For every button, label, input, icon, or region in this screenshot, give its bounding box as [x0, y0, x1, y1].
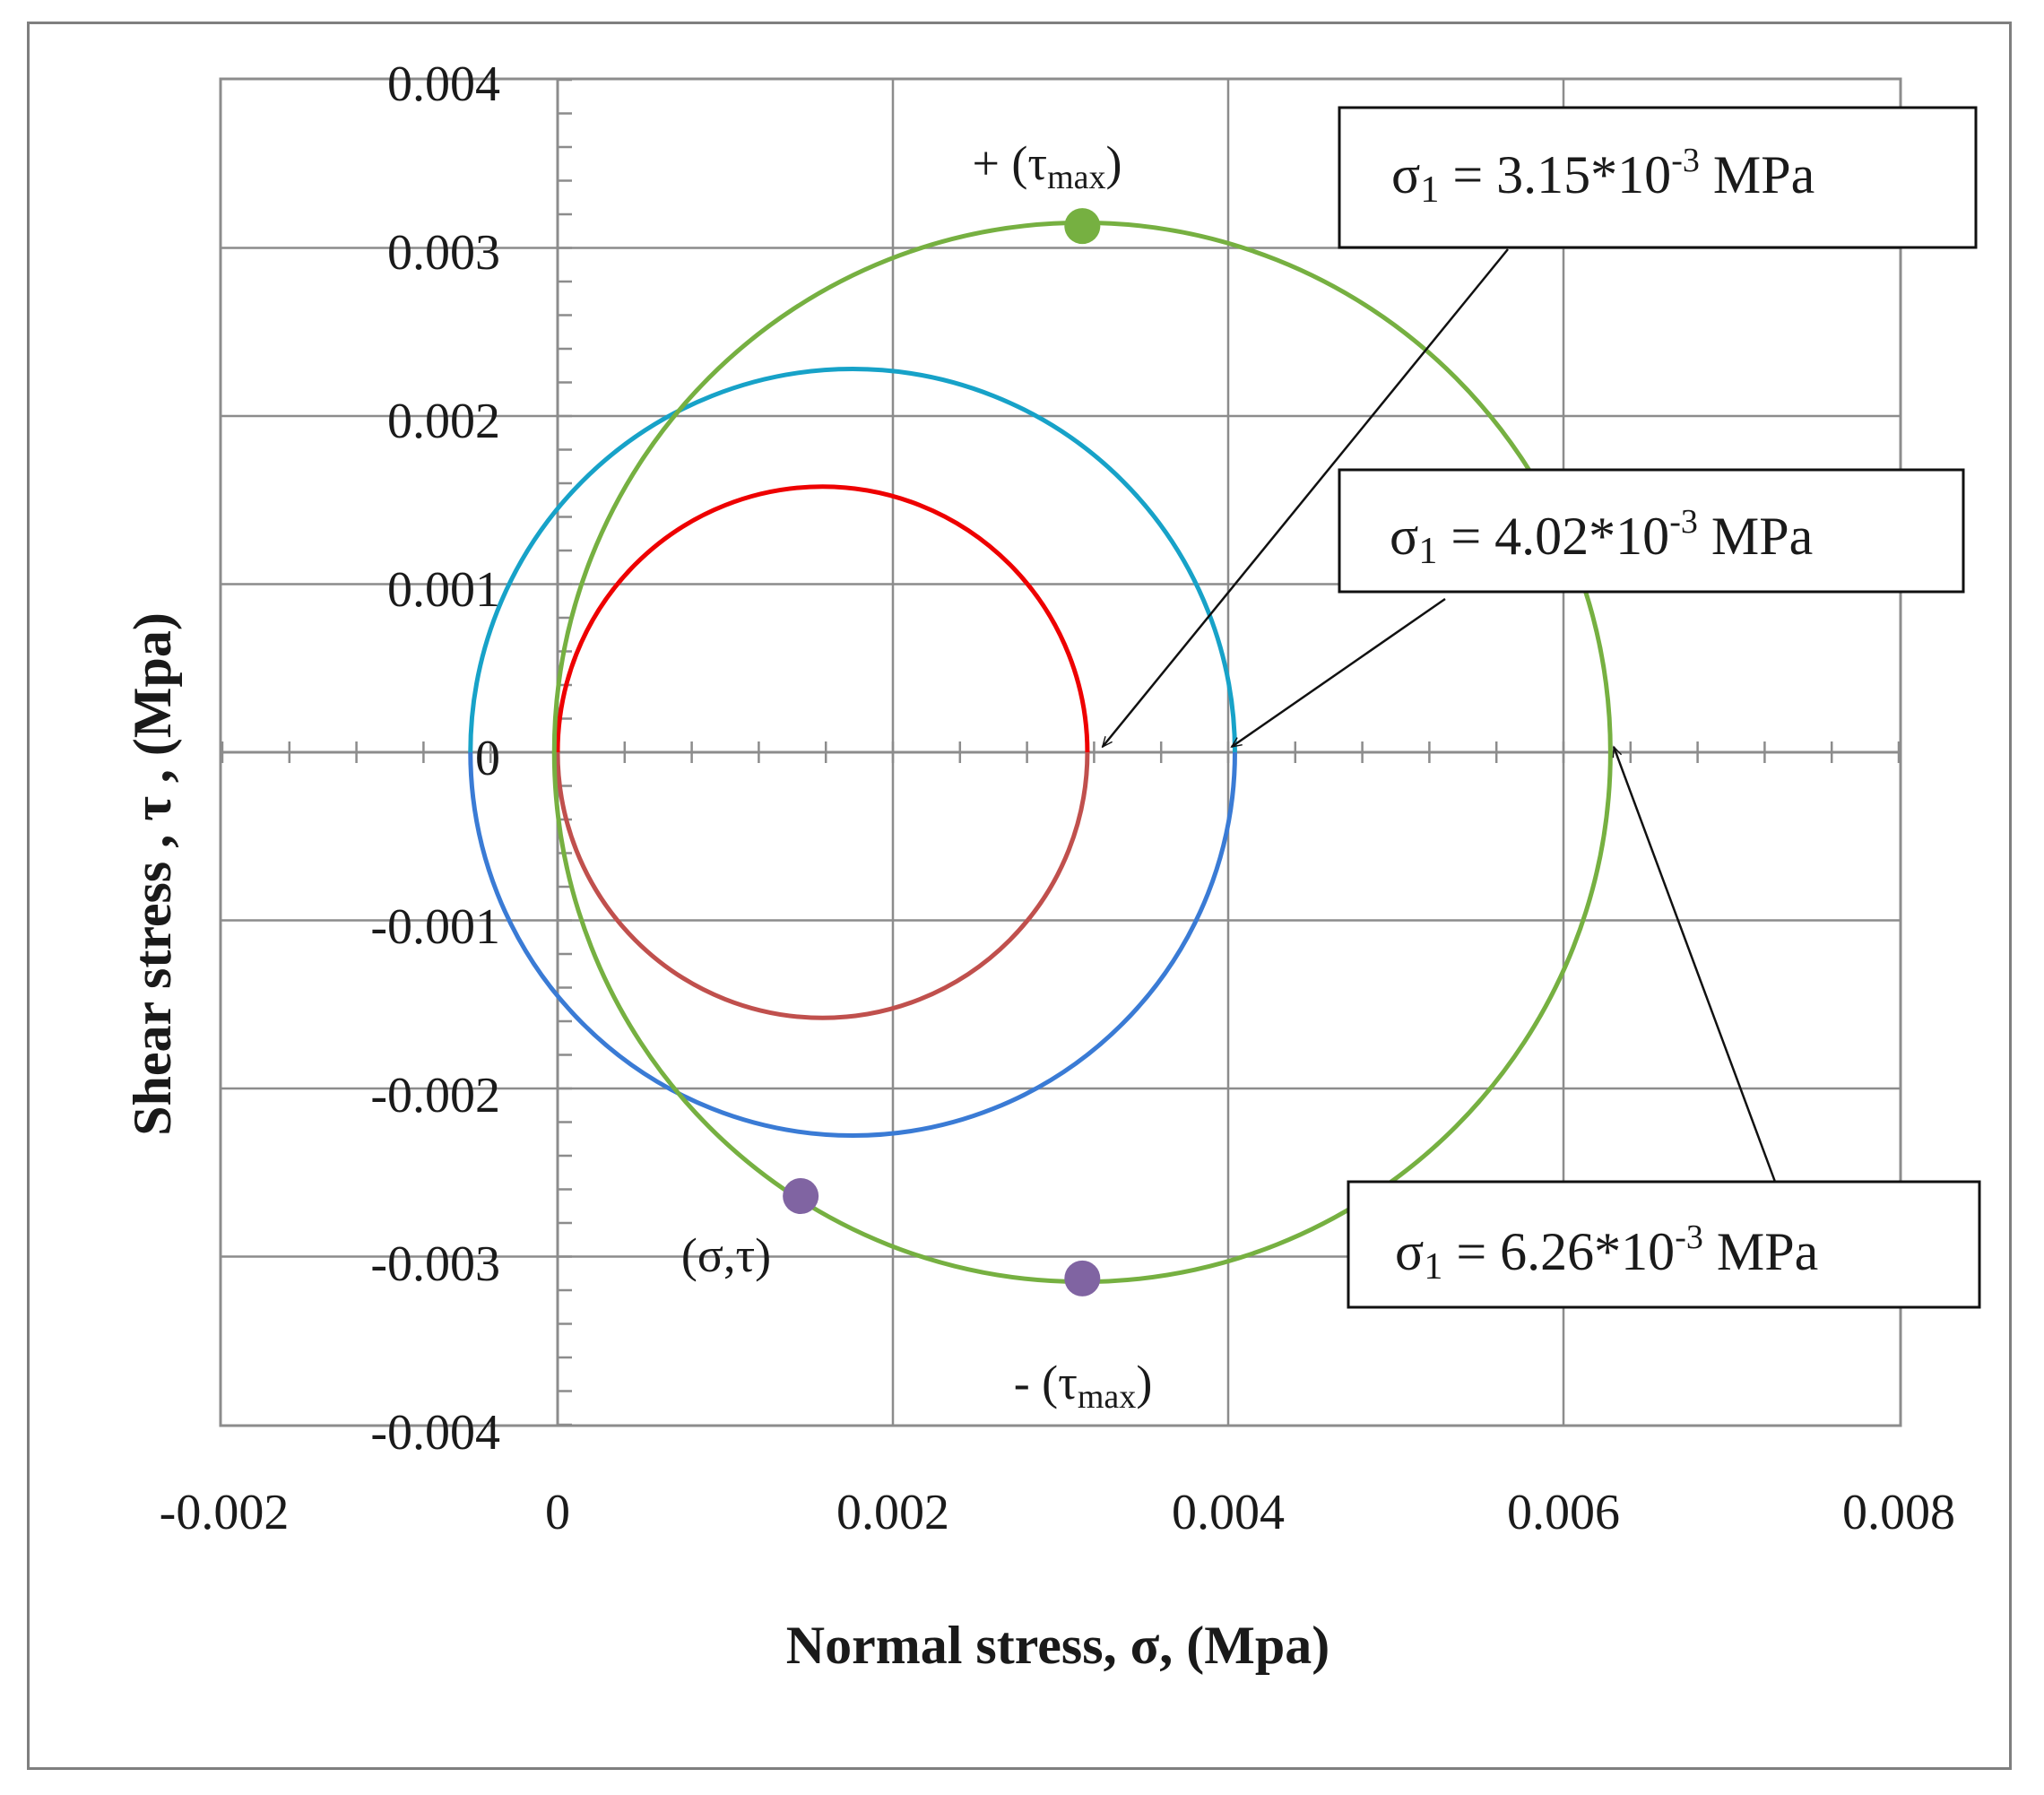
y-tick-label: 0.003	[387, 225, 500, 281]
x-tick-label: 0.008	[1842, 1485, 1955, 1540]
callout-1-sigma: σ	[1391, 145, 1420, 204]
callout-arrow-2	[1232, 597, 1446, 749]
callout-box-3: σ1 = 6.26*10-3 MPa	[1347, 1180, 1981, 1309]
callout-3-text: = 6.26*10	[1442, 1222, 1675, 1281]
tau-max-negative-sub: max	[1078, 1378, 1136, 1416]
callout-2-text: = 4.02*10	[1437, 507, 1669, 566]
callout-1-unit: MPa	[1700, 145, 1814, 204]
sigma-tau-point-marker	[783, 1178, 819, 1214]
tau-max-negative-suffix: )	[1136, 1356, 1152, 1409]
axes	[221, 78, 1901, 1426]
tau-max-positive-sub: max	[1047, 159, 1105, 196]
y-tick-label: -0.001	[370, 899, 500, 955]
tau-max-positive-prefix: + (τ	[972, 136, 1047, 190]
y-tick-label: -0.004	[370, 1405, 500, 1461]
highlight-points	[783, 208, 1101, 1296]
x-tick-label: -0.002	[160, 1485, 290, 1540]
mohr-circle-2-lower	[468, 751, 1237, 1138]
callout-2-sigma: σ	[1390, 507, 1418, 566]
svg-text:σ1 = 6.26*10-3 MPa: σ1 = 6.26*10-3 MPa	[1395, 1218, 1818, 1288]
callout-3-unit: MPa	[1703, 1222, 1818, 1281]
callout-arrow-3	[1614, 747, 1777, 1183]
tau-max-positive-marker	[1064, 208, 1101, 245]
callout-1-sub: 1	[1420, 169, 1439, 211]
tau-max-negative-label: - (τmax)	[1014, 1356, 1153, 1416]
callout-box-1: σ1 = 3.15*10-3 MPa	[1338, 106, 1978, 249]
svg-text:σ1 = 4.02*10-3 MPa: σ1 = 4.02*10-3 MPa	[1390, 503, 1813, 572]
callout-3-sub: 1	[1424, 1246, 1442, 1288]
y-tick-label: -0.003	[370, 1236, 500, 1292]
y-tick-label: 0.004	[387, 56, 500, 112]
callout-2-unit: MPa	[1698, 507, 1813, 566]
tau-max-negative-prefix: - (τ	[1014, 1356, 1078, 1409]
tau-max-positive-label: + (τmax)	[972, 136, 1122, 196]
chart-frame	[27, 22, 2012, 1770]
mohr-circle-1-upper	[555, 484, 1090, 753]
x-tick-label: 0	[545, 1485, 570, 1540]
callout-arrow-1	[1103, 248, 1509, 747]
mohr-circle-1-lower	[555, 751, 1090, 1020]
sigma-tau-label: (σ,τ)	[681, 1228, 771, 1282]
callout-3-exp: -3	[1675, 1218, 1703, 1256]
tau-max-negative-marker	[1064, 1260, 1101, 1296]
callout-2-sub: 1	[1418, 531, 1437, 572]
mohr-circle-2-upper	[468, 367, 1237, 753]
callout-1-text: = 3.15*10	[1439, 145, 1671, 204]
tau-max-positive-suffix: )	[1106, 136, 1122, 190]
x-tick-label: 0.004	[1172, 1485, 1285, 1540]
callouts	[1103, 248, 1777, 1183]
callout-3-sigma: σ	[1395, 1222, 1424, 1281]
callout-box-2: σ1 = 4.02*10-3 MPa	[1338, 468, 1965, 594]
y-axis-title: Shear stress , τ , (Mpa)	[123, 612, 182, 1136]
x-tick-label: 0.002	[836, 1485, 949, 1540]
svg-text:σ1 = 3.15*10-3 MPa: σ1 = 3.15*10-3 MPa	[1391, 142, 1814, 211]
y-tick-label: 0	[475, 731, 500, 786]
callout-2-exp: -3	[1669, 503, 1698, 541]
y-tick-label: 0.001	[387, 562, 500, 618]
callout-1-exp: -3	[1671, 142, 1700, 179]
y-tick-label: 0.002	[387, 394, 500, 449]
y-tick-label: -0.002	[370, 1068, 500, 1123]
x-axis-title: Normal stress, σ, (Mpa)	[786, 1616, 1329, 1675]
x-tick-label: 0.006	[1507, 1485, 1620, 1540]
